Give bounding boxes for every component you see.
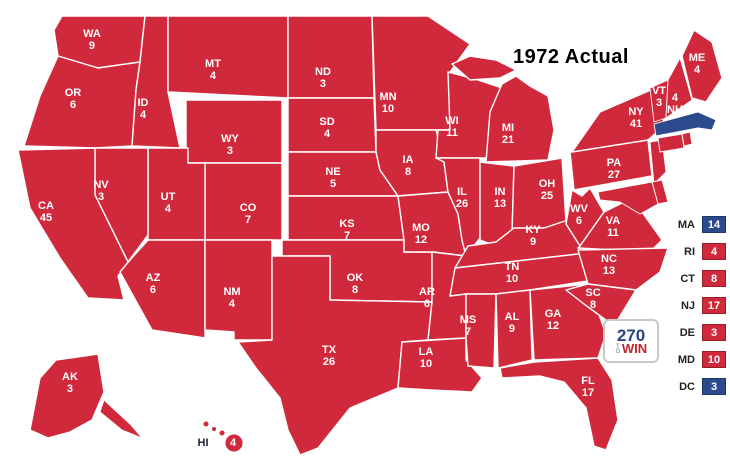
state-sd[interactable] xyxy=(287,97,377,153)
state-hi-island-4[interactable] xyxy=(224,433,244,453)
sidebar-row-ma: MA 14 xyxy=(660,216,726,233)
sidebar-row-dc: DC 3 xyxy=(660,378,726,395)
sidebar-box-ma[interactable]: 14 xyxy=(702,216,726,233)
state-hi-island-2[interactable] xyxy=(211,426,217,432)
state-sc[interactable] xyxy=(565,283,637,327)
state-ks[interactable] xyxy=(287,195,405,241)
logo-towin-row: TO WIN xyxy=(614,340,648,356)
state-wy[interactable] xyxy=(185,99,283,164)
state-nd[interactable] xyxy=(287,15,375,99)
sidebar-abbr-ct: CT xyxy=(680,272,695,285)
sidebar-box-dc[interactable]: 3 xyxy=(702,378,726,395)
sidebar-abbr-dc: DC xyxy=(679,380,695,393)
sidebar-row-nj: NJ 17 xyxy=(660,297,726,314)
sidebar-box-ct[interactable]: 8 xyxy=(702,270,726,287)
state-mi-upper-peninsula[interactable] xyxy=(451,55,517,81)
logo-win-text: WIN xyxy=(621,340,648,356)
sidebar-row-md: MD 10 xyxy=(660,351,726,368)
logo-270-text: 270 xyxy=(616,325,646,345)
state-nh[interactable] xyxy=(665,57,693,119)
sidebar-abbr-nj: NJ xyxy=(680,299,695,312)
state-fl[interactable] xyxy=(499,357,619,451)
state-ca[interactable] xyxy=(17,147,129,301)
state-me[interactable] xyxy=(681,29,723,103)
state-co[interactable] xyxy=(204,162,283,241)
sidebar-abbr-ma: MA xyxy=(677,218,695,231)
sidebar-abbr-ri: RI xyxy=(684,245,695,258)
state-or[interactable] xyxy=(23,55,141,149)
state-ak-panhandle[interactable] xyxy=(99,399,143,439)
state-al[interactable] xyxy=(495,289,533,369)
sidebar-box-md[interactable]: 10 xyxy=(702,351,726,368)
sidebar-row-ct: CT 8 xyxy=(660,270,726,287)
state-hi-island-1[interactable] xyxy=(202,420,210,428)
logo-270towin[interactable]: 270 TO WIN xyxy=(603,319,659,363)
state-ak[interactable] xyxy=(29,353,105,439)
state-ct[interactable] xyxy=(657,133,685,153)
sidebar-row-ri: RI 4 xyxy=(660,243,726,260)
state-nm[interactable] xyxy=(204,239,273,341)
sidebar-abbr-de: DE xyxy=(679,326,695,339)
sidebar-abbr-md: MD xyxy=(677,353,695,366)
state-md[interactable] xyxy=(597,181,659,215)
logo-to-text: TO xyxy=(614,343,621,354)
sidebar-row-de: DE 3 xyxy=(660,324,726,341)
state-ma[interactable] xyxy=(653,111,717,137)
state-nc[interactable] xyxy=(577,247,669,291)
state-ms[interactable] xyxy=(465,293,497,369)
state-tx[interactable] xyxy=(237,255,433,456)
state-hi-island-3[interactable] xyxy=(218,429,226,437)
state-mi[interactable] xyxy=(485,75,555,163)
page-title: 1972 Actual xyxy=(513,46,629,68)
state-mt[interactable] xyxy=(167,15,289,99)
small-states-sidebar: MA 14 RI 4 CT 8 NJ 17 DE 3 MD 10 DC 3 xyxy=(660,216,726,405)
sidebar-box-de[interactable]: 3 xyxy=(702,324,726,341)
sidebar-box-nj[interactable]: 17 xyxy=(702,297,726,314)
sidebar-box-ri[interactable]: 4 xyxy=(702,243,726,260)
